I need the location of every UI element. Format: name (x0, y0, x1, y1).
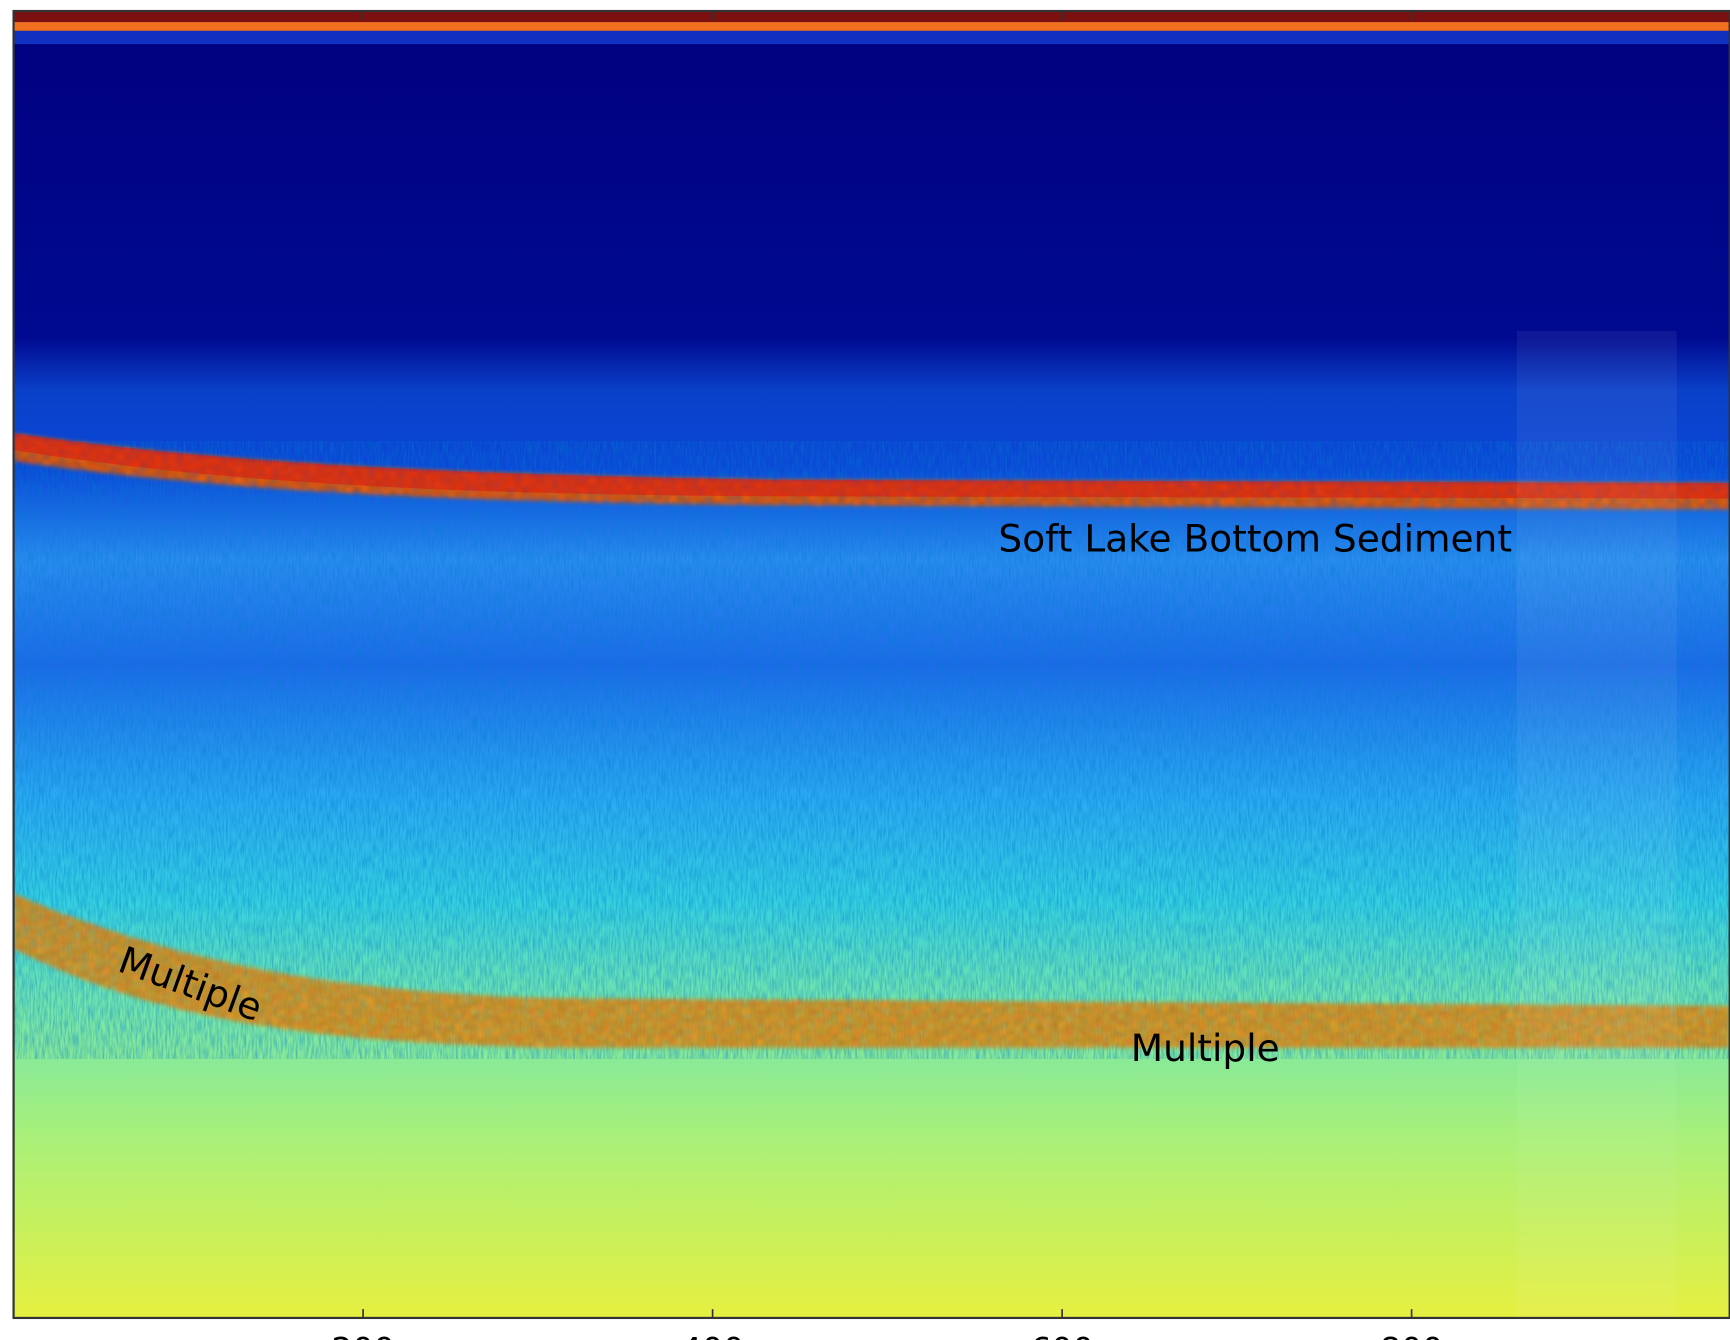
x-tick-label: 200 (332, 1330, 395, 1340)
echogram-image (14, 11, 1730, 1318)
annotation: Soft Lake Bottom Sediment (998, 516, 1512, 560)
x-tick-label: 800 (1380, 1330, 1443, 1340)
annotation: Multiple (1131, 1026, 1280, 1070)
x-tick-label: 400 (681, 1330, 744, 1340)
chart: 200 400 600 800 Soft Lake Bottom Sediment M… (0, 0, 1730, 1340)
x-tick-label: 600 (1031, 1330, 1094, 1340)
